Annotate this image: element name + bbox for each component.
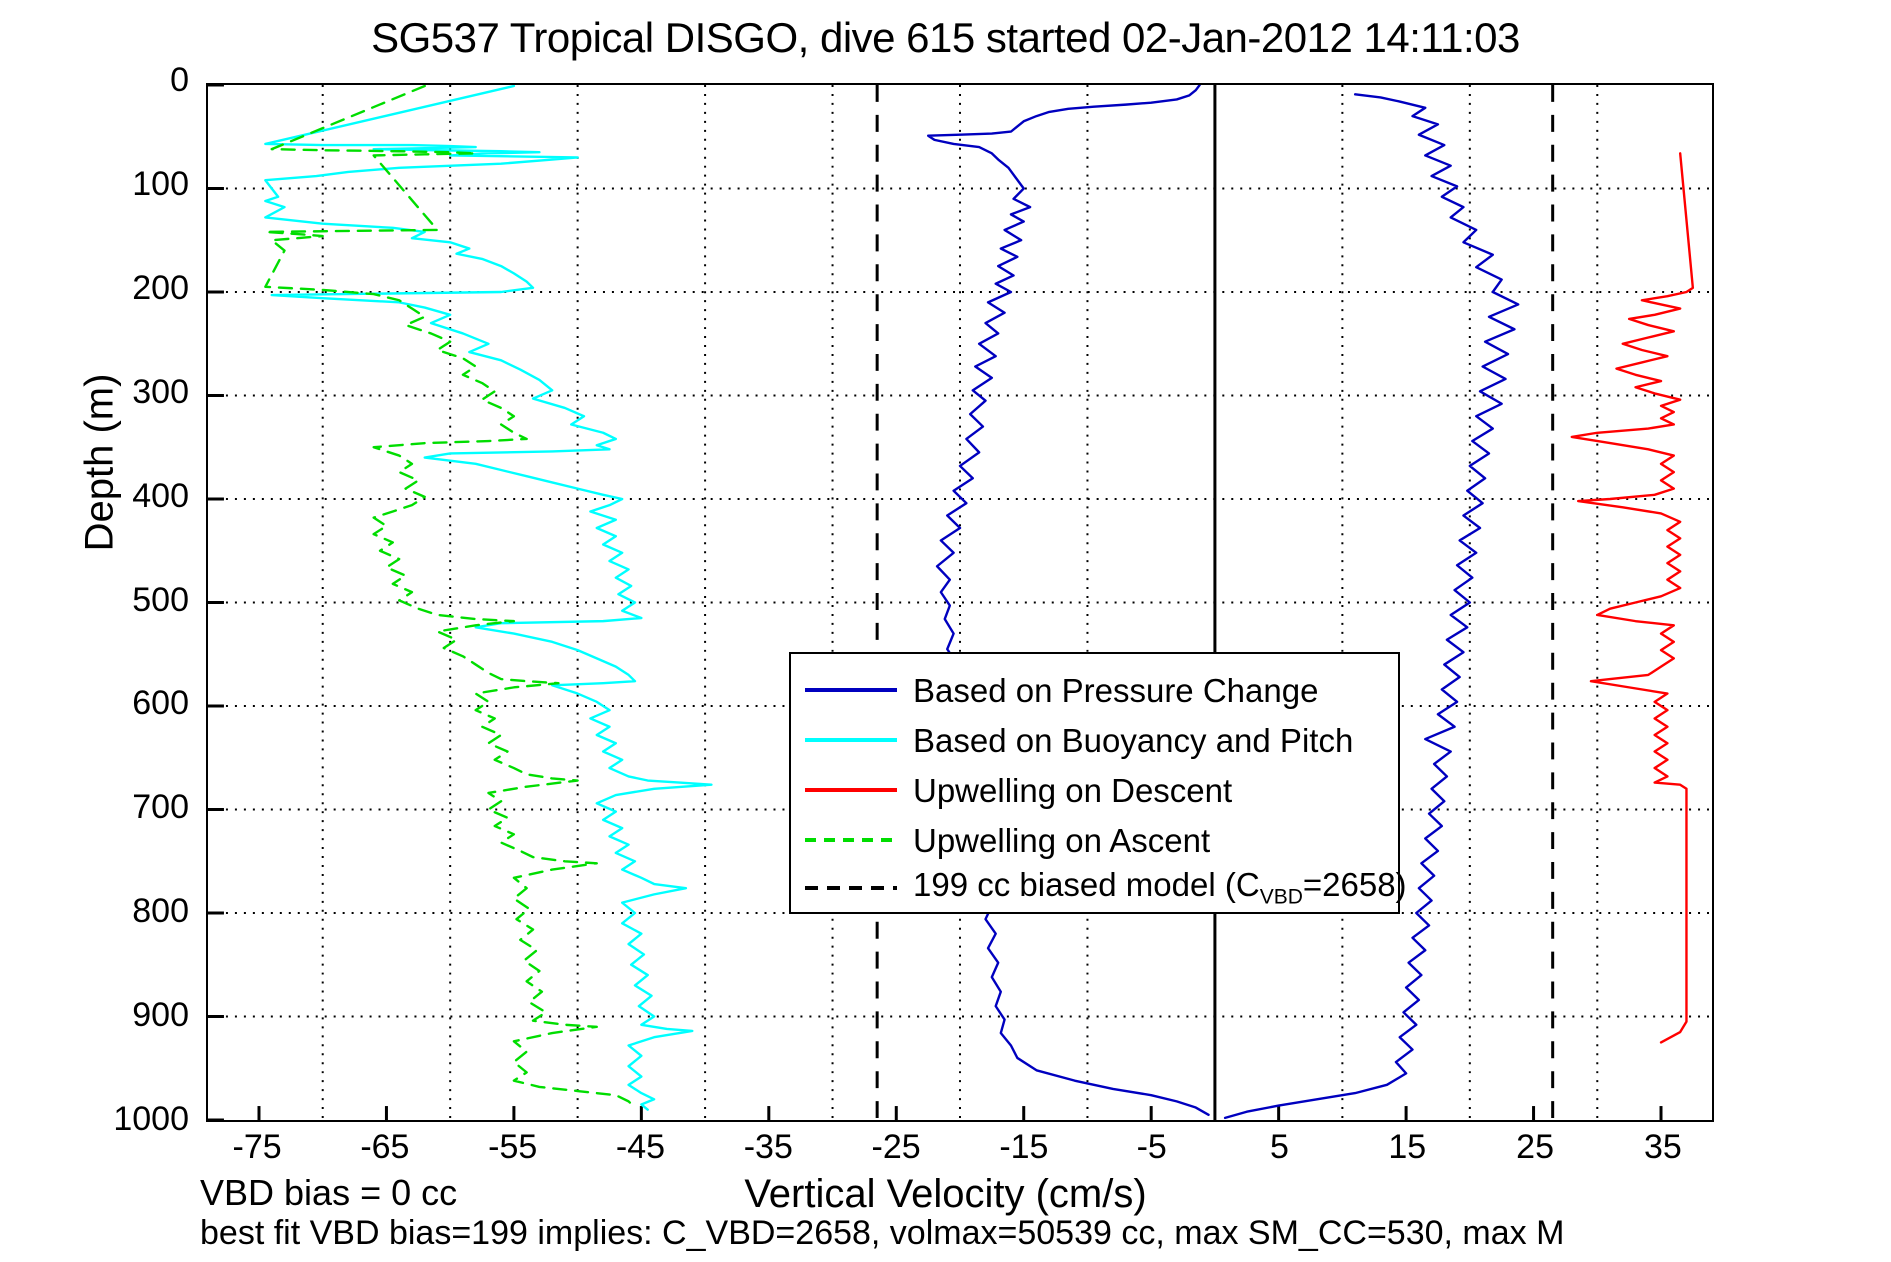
- footnote-annotation: best fit VBD bias=199 implies: C_VBD=265…: [200, 1214, 1565, 1252]
- legend-box: Based on Pressure Change Based on Buoyan…: [789, 652, 1407, 914]
- plot-canvas: [208, 85, 1712, 1120]
- plot-area: [206, 83, 1714, 1122]
- x-tick--5: -5: [1136, 1128, 1167, 1166]
- y-tick-900: 900: [132, 996, 189, 1035]
- legend-swatch-pressure-change: [805, 688, 897, 692]
- legend-label-biased-model-tail: =2658): [1302, 866, 1407, 904]
- vbd-bias-annotation: VBD bias = 0 cc: [200, 1172, 458, 1213]
- series-0: [926, 85, 1210, 1117]
- y-tick-0: 0: [170, 61, 189, 99]
- x-tick--25: -25: [871, 1128, 921, 1166]
- legend-label-upwelling-ascent: Upwelling on Ascent: [913, 821, 1211, 859]
- y-tick-500: 500: [132, 580, 189, 619]
- x-tick-5: 5: [1270, 1128, 1289, 1166]
- x-tick-25: 25: [1516, 1128, 1554, 1166]
- legend-item-upwelling-descent: Upwelling on Descent: [791, 766, 1398, 814]
- y-tick-600: 600: [132, 684, 189, 723]
- y-tick-700: 700: [132, 788, 189, 827]
- y-tick-800: 800: [132, 892, 189, 931]
- series-4: [1570, 152, 1695, 1044]
- y-tick-200: 200: [132, 268, 189, 307]
- y-tick-100: 100: [132, 164, 189, 203]
- x-tick-35: 35: [1643, 1128, 1682, 1166]
- legend-swatch-upwelling-descent: [805, 788, 897, 792]
- legend-item-biased-model: 199 cc biased model (CVBD=2658): [791, 864, 1407, 912]
- y-tick-300: 300: [132, 372, 189, 411]
- x-tick-15: 15: [1388, 1128, 1427, 1166]
- y-tick-400: 400: [132, 476, 189, 515]
- x-tick--75: -75: [232, 1128, 282, 1166]
- legend-swatch-upwelling-ascent: [805, 838, 897, 842]
- legend-label-biased-model: 199 cc biased model (CVBD=2658): [913, 868, 1407, 907]
- legend-label-pressure-change: Based on Pressure Change: [913, 671, 1319, 709]
- x-tick--55: -55: [488, 1128, 538, 1166]
- legend-item-upwelling-ascent: Upwelling on Ascent: [791, 816, 1398, 864]
- series-3: [264, 85, 637, 1109]
- legend-label-biased-model-head: 199 cc biased model (C: [913, 866, 1260, 904]
- series-1: [1223, 93, 1520, 1120]
- x-tick--45: -45: [615, 1128, 666, 1166]
- x-tick--15: -15: [999, 1128, 1049, 1166]
- x-axis-label: Vertical Velocity (cm/s): [744, 1172, 1147, 1216]
- x-tick--65: -65: [360, 1128, 410, 1166]
- y-tick-1000: 1000: [113, 1100, 189, 1138]
- page-title: SG537 Tropical DISGO, dive 615 started 0…: [371, 14, 1520, 61]
- y-axis-label: Depth (m): [77, 373, 122, 552]
- legend-label-biased-model-subscript: VBD: [1259, 885, 1303, 909]
- x-tick--35: -35: [743, 1128, 793, 1166]
- legend-swatch-biased-model: [805, 886, 897, 890]
- series-2: [264, 85, 713, 1111]
- legend-swatch-buoyancy-pitch: [805, 738, 897, 742]
- legend-label-buoyancy-pitch: Based on Buoyancy and Pitch: [913, 721, 1354, 759]
- legend-item-pressure-change: Based on Pressure Change: [791, 666, 1398, 714]
- legend-label-upwelling-descent: Upwelling on Descent: [913, 771, 1233, 809]
- legend-item-buoyancy-pitch: Based on Buoyancy and Pitch: [791, 716, 1398, 764]
